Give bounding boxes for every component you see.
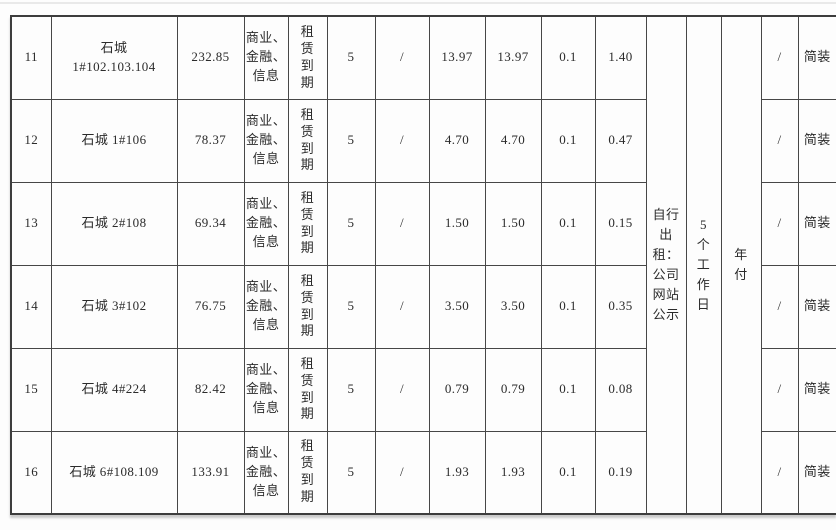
cell-area: 82.42: [176, 347, 245, 432]
cell-slash: /: [374, 15, 430, 100]
cell-asset-name: 石城 1#106: [50, 98, 178, 183]
cell-usage: 商业、 金融、 信息: [243, 264, 289, 349]
cell-slash2: /: [760, 347, 799, 432]
cell-term: 5: [326, 347, 376, 432]
cell-usage: 商业、 金融、 信息: [243, 430, 289, 515]
cell-rate: 0.1: [540, 98, 596, 183]
cell-slash2: /: [760, 15, 799, 100]
cell-area: 133.91: [176, 430, 245, 515]
merged-cell-rent-method: 自行 出 租： 公司 网站 公示: [645, 15, 687, 515]
cell-no: 16: [10, 430, 52, 515]
cell-amount1: 1.50: [428, 181, 486, 266]
cell-rate: 0.1: [540, 15, 596, 100]
cell-decoration: 简装: [797, 98, 836, 183]
cell-rate: 0.1: [540, 264, 596, 349]
cell-slash2: /: [760, 181, 799, 266]
cell-asset-name: 石城 2#108: [50, 181, 178, 266]
merged-cell-work-days: 5 个 工 作 日: [685, 15, 722, 515]
table-row: 12 石城 1#106 78.37 商业、 金融、 信息 租 赁 到 期 5 /…: [10, 98, 836, 183]
cell-no: 13: [10, 181, 52, 266]
cell-slash: /: [374, 347, 430, 432]
cell-slash: /: [374, 430, 430, 515]
cell-lease-status: 租 赁 到 期: [287, 15, 328, 100]
rental-table: 11 石城 1#102.103.104 232.85 商业、 金融、 信息 租 …: [10, 15, 836, 515]
cell-area: 76.75: [176, 264, 245, 349]
cell-no: 14: [10, 264, 52, 349]
cell-usage: 商业、 金融、 信息: [243, 347, 289, 432]
cell-slash: /: [374, 98, 430, 183]
table-row: 15 石城 4#224 82.42 商业、 金融、 信息 租 赁 到 期 5 /…: [10, 347, 836, 432]
cell-amount3: 0.19: [594, 430, 647, 515]
cell-usage: 商业、 金融、 信息: [243, 15, 289, 100]
cell-lease-status: 租 赁 到 期: [287, 98, 328, 183]
cell-no: 12: [10, 98, 52, 183]
cell-amount2: 13.97: [484, 15, 542, 100]
cell-amount1: 4.70: [428, 98, 486, 183]
cell-slash: /: [374, 264, 430, 349]
cell-slash: /: [374, 181, 430, 266]
cell-decoration: 简装: [797, 181, 836, 266]
cell-asset-name: 石城 4#224: [50, 347, 178, 432]
cell-amount1: 3.50: [428, 264, 486, 349]
cell-asset-name: 石城 3#102: [50, 264, 178, 349]
cell-term: 5: [326, 181, 376, 266]
cell-amount2: 1.50: [484, 181, 542, 266]
cell-usage: 商业、 金融、 信息: [243, 98, 289, 183]
cell-lease-status: 租 赁 到 期: [287, 347, 328, 432]
cell-rate: 0.1: [540, 181, 596, 266]
cell-term: 5: [326, 264, 376, 349]
cell-slash2: /: [760, 430, 799, 515]
cell-area: 232.85: [176, 15, 245, 100]
cell-no: 15: [10, 347, 52, 432]
cell-amount1: 13.97: [428, 15, 486, 100]
cell-amount3: 1.40: [594, 15, 647, 100]
cell-lease-status: 租 赁 到 期: [287, 181, 328, 266]
scan-artifact-line: [0, 2, 836, 4]
merged-cell-payment-term: 年 付: [720, 15, 762, 515]
cell-slash2: /: [760, 264, 799, 349]
cell-asset-name: 石城 6#108.109: [50, 430, 178, 515]
cell-amount2: 1.93: [484, 430, 542, 515]
cell-term: 5: [326, 15, 376, 100]
cell-slash2: /: [760, 98, 799, 183]
cell-decoration: 简装: [797, 264, 836, 349]
cell-amount3: 0.35: [594, 264, 647, 349]
table-row: 13 石城 2#108 69.34 商业、 金融、 信息 租 赁 到 期 5 /…: [10, 181, 836, 266]
cell-term: 5: [326, 98, 376, 183]
cell-term: 5: [326, 430, 376, 515]
cell-amount1: 0.79: [428, 347, 486, 432]
cell-rate: 0.1: [540, 347, 596, 432]
cell-decoration: 简装: [797, 430, 836, 515]
cell-lease-status: 租 赁 到 期: [287, 264, 328, 349]
cell-amount2: 4.70: [484, 98, 542, 183]
table-row: 14 石城 3#102 76.75 商业、 金融、 信息 租 赁 到 期 5 /…: [10, 264, 836, 349]
cell-decoration: 简装: [797, 347, 836, 432]
table-row: 16 石城 6#108.109 133.91 商业、 金融、 信息 租 赁 到 …: [10, 430, 836, 515]
cell-amount2: 3.50: [484, 264, 542, 349]
cell-no: 11: [10, 15, 52, 100]
cell-amount3: 0.15: [594, 181, 647, 266]
cell-amount3: 0.47: [594, 98, 647, 183]
cell-area: 78.37: [176, 98, 245, 183]
cell-decoration: 简装: [797, 15, 836, 100]
cell-usage: 商业、 金融、 信息: [243, 181, 289, 266]
cell-area: 69.34: [176, 181, 245, 266]
cell-amount3: 0.08: [594, 347, 647, 432]
cell-amount2: 0.79: [484, 347, 542, 432]
cell-asset-name: 石城 1#102.103.104: [50, 15, 178, 100]
cell-lease-status: 租 赁 到 期: [287, 430, 328, 515]
table-row: 11 石城 1#102.103.104 232.85 商业、 金融、 信息 租 …: [10, 15, 836, 515]
cell-rate: 0.1: [540, 430, 596, 515]
cell-amount1: 1.93: [428, 430, 486, 515]
